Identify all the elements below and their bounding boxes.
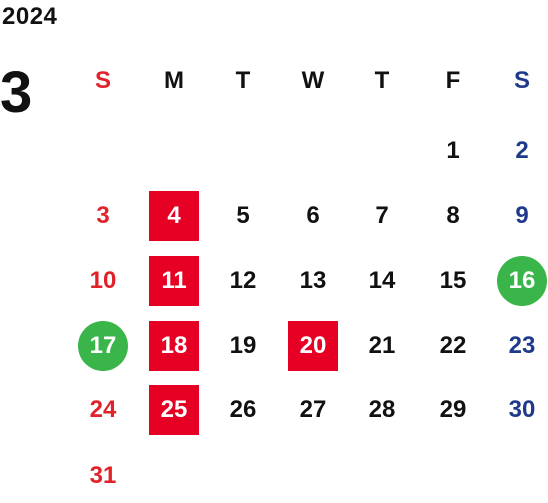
weekday-wed: W (301, 67, 325, 94)
day-cell-9[interactable]: 9 (515, 202, 529, 229)
day-cell-26[interactable]: 26 (229, 396, 257, 423)
weekday-thu: T (374, 67, 390, 94)
day-cell-31[interactable]: 31 (89, 462, 117, 489)
day-cell-4[interactable]: 4 (149, 191, 199, 241)
day-cell-23[interactable]: 23 (508, 332, 536, 359)
day-cell-16[interactable]: 16 (497, 256, 547, 306)
day-cell-11[interactable]: 11 (149, 256, 199, 306)
day-cell-15[interactable]: 15 (439, 267, 467, 294)
day-cell-24[interactable]: 24 (89, 396, 117, 423)
day-cell-8[interactable]: 8 (446, 202, 460, 229)
weekday-fri: F (445, 67, 461, 94)
day-cell-5[interactable]: 5 (236, 202, 250, 229)
day-cell-20[interactable]: 20 (288, 321, 338, 371)
weekday-mon: M (164, 67, 184, 94)
month-label: 3 (0, 60, 33, 125)
weekday-tue: T (235, 67, 251, 94)
day-cell-21[interactable]: 21 (368, 332, 396, 359)
day-cell-10[interactable]: 10 (89, 267, 117, 294)
day-cell-25[interactable]: 25 (149, 385, 199, 435)
day-cell-3[interactable]: 3 (96, 202, 110, 229)
day-cell-22[interactable]: 22 (439, 332, 467, 359)
day-cell-27[interactable]: 27 (299, 396, 327, 423)
day-cell-2[interactable]: 2 (515, 137, 529, 164)
day-cell-19[interactable]: 19 (229, 332, 257, 359)
day-cell-30[interactable]: 30 (508, 396, 536, 423)
day-cell-17[interactable]: 17 (78, 321, 128, 371)
year-label: 2024 (2, 3, 58, 30)
day-cell-1[interactable]: 1 (446, 137, 460, 164)
day-cell-14[interactable]: 14 (368, 267, 396, 294)
day-cell-28[interactable]: 28 (368, 396, 396, 423)
day-cell-13[interactable]: 13 (299, 267, 327, 294)
day-cell-29[interactable]: 29 (439, 396, 467, 423)
day-cell-7[interactable]: 7 (375, 202, 389, 229)
day-cell-18[interactable]: 18 (149, 321, 199, 371)
weekday-sun: S (94, 67, 111, 94)
weekday-sat: S (513, 67, 530, 94)
day-cell-6[interactable]: 6 (306, 202, 320, 229)
day-cell-12[interactable]: 12 (229, 267, 257, 294)
